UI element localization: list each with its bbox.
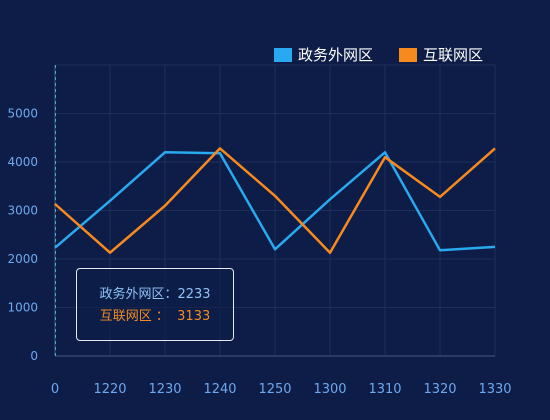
series-line-2 [54, 147, 496, 254]
tooltip-series-1-value: 2233 [177, 287, 211, 302]
x-tick-label: 1250 [258, 382, 291, 397]
y-tick-label: 4000 [7, 155, 38, 169]
tooltip-row-series-2: 互联网区 ： 3133 [77, 306, 233, 328]
legend-label-series-1: 政务外网区 [298, 46, 374, 64]
tooltip-series-2-value: 3133 [177, 309, 211, 324]
tooltip: 政务外网区： 2233 互联网区 ： 3133 [76, 268, 234, 341]
x-tick-label: 0 [51, 382, 59, 397]
x-tick-label: 1320 [423, 382, 456, 397]
tooltip-series-1-sep: ： [164, 287, 178, 302]
x-tick-label: 1240 [203, 382, 236, 397]
legend-label-series-2: 互联网区 [423, 46, 484, 64]
series-line-1 [54, 151, 496, 252]
tooltip-series-2-name: 互联网区 [99, 309, 152, 324]
axes [54, 65, 495, 357]
x-tick-label: 1220 [93, 382, 126, 397]
y-tick-label: 1000 [7, 301, 38, 315]
y-tick-label: 5000 [7, 107, 38, 121]
series-lines [54, 147, 496, 254]
grid-lines [55, 64, 496, 356]
x-tick-label: 1330 [478, 382, 511, 397]
y-tick-label: 0 [30, 349, 38, 363]
axis-labels: 0 1000 2000 3000 4000 5000 0 1220 1230 1240 1250 13… [7, 107, 511, 398]
y-tick-label: 2000 [7, 252, 38, 266]
tooltip-row-series-1: 政务外网区： 2233 [77, 284, 233, 306]
tooltip-series-2-sep: ： [151, 309, 178, 324]
legend: 政务外网区 互联网区 [274, 44, 483, 65]
legend-item-series-1[interactable]: 政务外网区 [274, 44, 373, 65]
x-tick-label: 1310 [368, 382, 401, 397]
legend-swatch-series-2 [399, 47, 418, 62]
legend-swatch-series-1 [274, 47, 292, 62]
legend-item-series-2[interactable]: 互联网区 [399, 44, 483, 65]
tooltip-series-1-name: 政务外网区 [99, 287, 165, 302]
x-tick-label: 1230 [148, 382, 181, 397]
y-tick-label: 3000 [7, 204, 38, 218]
x-tick-label: 1300 [313, 382, 346, 397]
